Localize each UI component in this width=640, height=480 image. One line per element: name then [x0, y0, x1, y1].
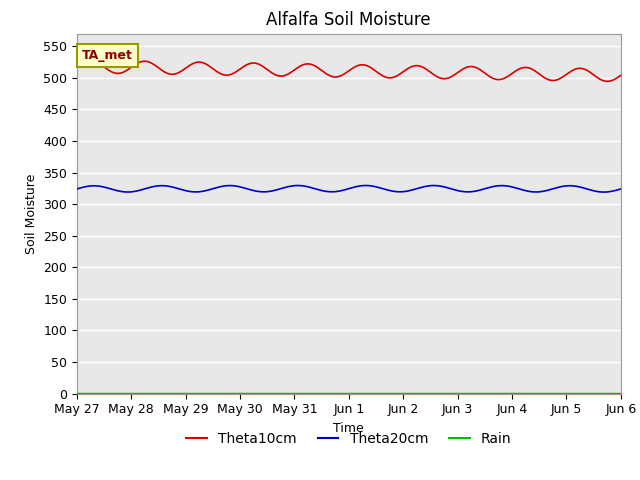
X-axis label: Time: Time — [333, 422, 364, 435]
Legend: Theta10cm, Theta20cm, Rain: Theta10cm, Theta20cm, Rain — [180, 426, 517, 452]
Y-axis label: Soil Moisture: Soil Moisture — [24, 173, 38, 254]
Text: TA_met: TA_met — [82, 49, 133, 62]
Title: Alfalfa Soil Moisture: Alfalfa Soil Moisture — [266, 11, 431, 29]
